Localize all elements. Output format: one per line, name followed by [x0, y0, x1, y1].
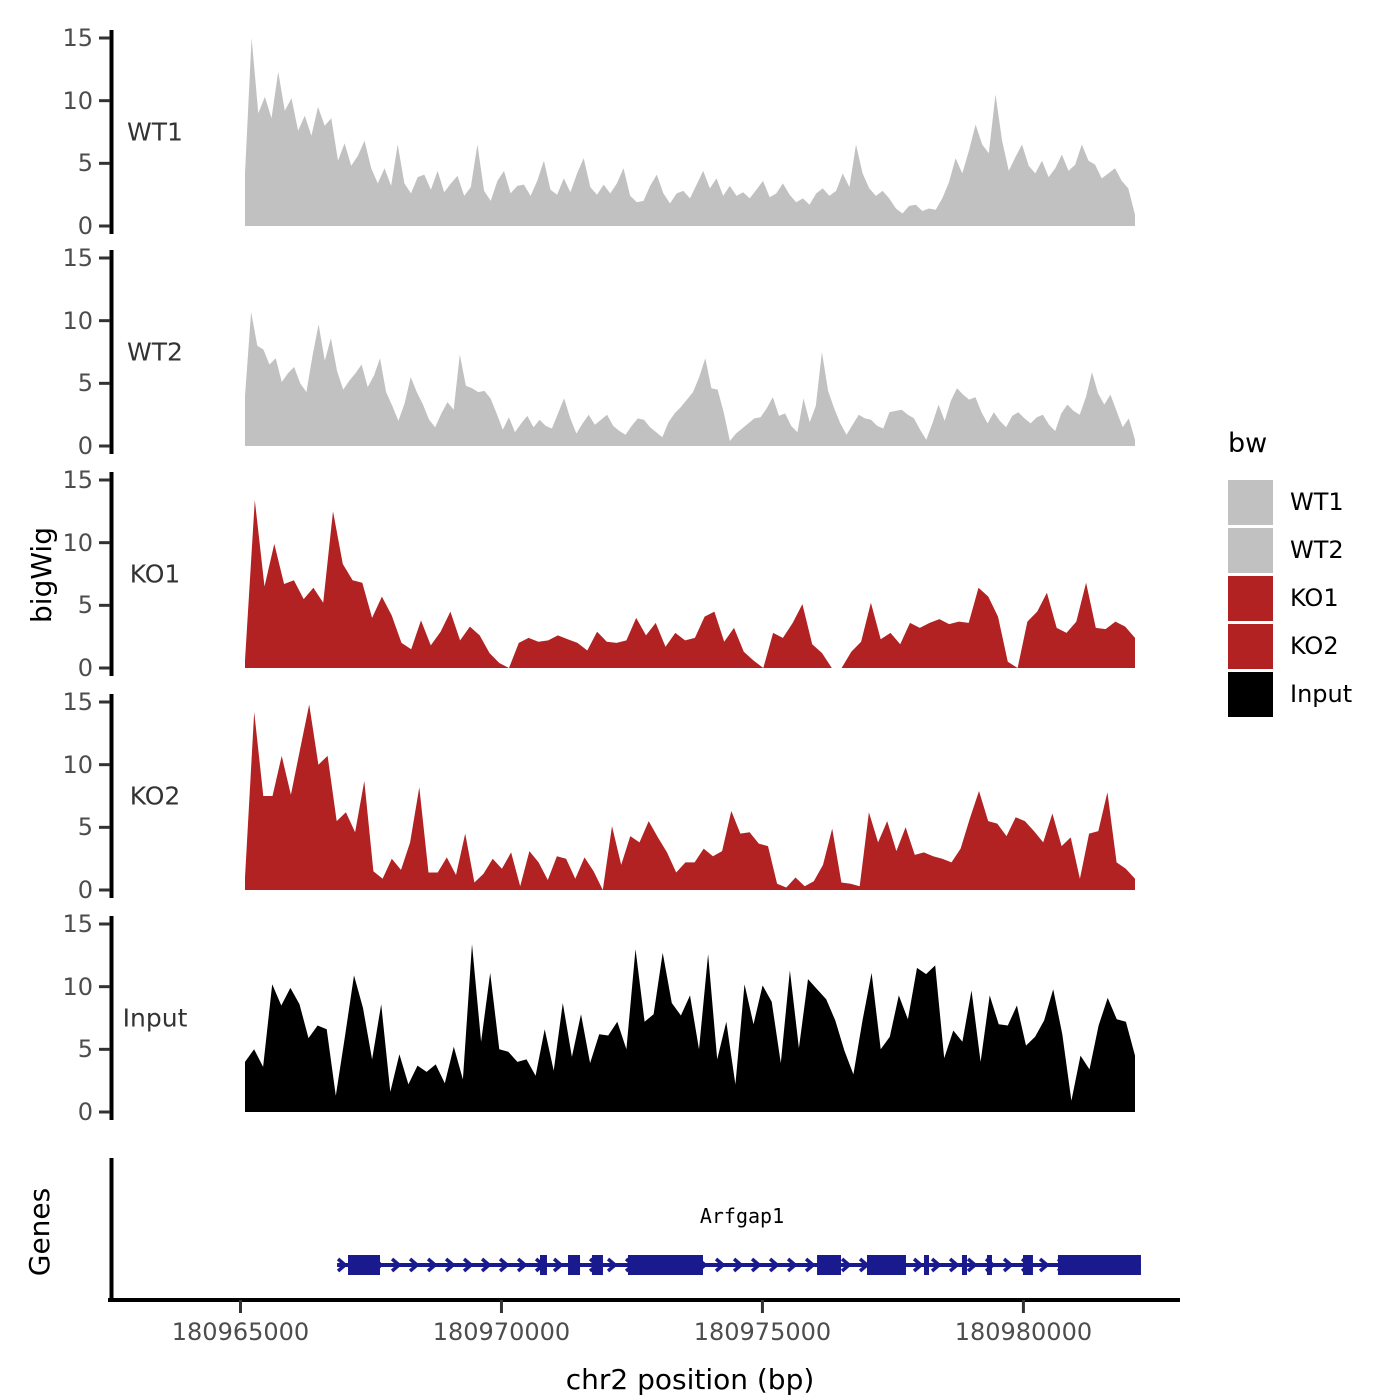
y-tick-label-KO2: 10: [62, 750, 93, 779]
strand-arrow-icon: [408, 1257, 420, 1273]
gene-exon: [591, 1255, 603, 1275]
legend-label-Input: Input: [1290, 680, 1353, 708]
strand-arrow-icon: [426, 1257, 438, 1273]
gene-exon: [961, 1255, 967, 1275]
strand-arrow-icon: [390, 1257, 402, 1273]
x-tick-label: 180965000: [171, 1318, 310, 1346]
y-tick-label-KO1: 0: [77, 654, 93, 682]
track-label-KO1: KO1: [129, 559, 181, 589]
legend-swatch-KO1: [1228, 576, 1273, 621]
track-label-Input: Input: [122, 1003, 188, 1033]
strand-arrow-icon: [462, 1257, 474, 1273]
gene-name-label: Arfgap1: [699, 1204, 785, 1228]
y-tick-label-WT1: 10: [62, 86, 93, 115]
strand-arrow-icon: [786, 1257, 798, 1273]
y-tick-label-WT2: 5: [77, 369, 93, 398]
y-tick-label-WT2: 10: [62, 306, 93, 335]
genes-panel-title: Genes: [23, 1187, 56, 1277]
y-tick-label-KO1: 5: [77, 591, 93, 620]
gene-exon: [817, 1255, 841, 1275]
gene-exon: [986, 1255, 992, 1275]
strand-arrow-icon: [552, 1257, 564, 1273]
y-tick-label-WT1: 15: [62, 24, 93, 52]
strand-arrow-icon: [912, 1257, 924, 1273]
strand-arrow-icon: [516, 1257, 528, 1273]
y-tick-label-WT1: 5: [77, 149, 93, 178]
area-Input: [245, 944, 1135, 1112]
strand-arrow-icon: [480, 1257, 492, 1273]
track-label-WT2: WT2: [127, 337, 183, 367]
y-tick-label-Input: 5: [77, 1035, 93, 1064]
y-tick-label-WT2: 0: [77, 432, 93, 460]
y-tick-label-Input: 15: [62, 910, 93, 938]
x-tick-label: 180970000: [432, 1318, 571, 1346]
strand-arrow-icon: [336, 1257, 348, 1273]
legend-swatch-WT2: [1228, 528, 1273, 573]
y-tick-label-WT2: 15: [62, 244, 93, 272]
strand-arrow-icon: [768, 1257, 780, 1273]
legend-label-KO1: KO1: [1290, 584, 1339, 612]
strand-arrow-icon: [1002, 1257, 1014, 1273]
area-KO1: [245, 500, 1135, 668]
y-tick-label-KO1: 10: [62, 528, 93, 557]
area-WT1: [245, 38, 1135, 226]
legend-swatch-Input: [1228, 672, 1273, 717]
gene-exon: [1022, 1255, 1033, 1275]
y-tick-label-WT1: 0: [77, 212, 93, 240]
x-tick-label: 180980000: [954, 1318, 1093, 1346]
y-tick-label-KO1: 15: [62, 466, 93, 494]
y-tick-label-KO2: 0: [77, 876, 93, 904]
strand-arrow-icon: [750, 1257, 762, 1273]
gene-exon: [627, 1255, 703, 1275]
legend-title: bw: [1228, 428, 1268, 459]
track-label-WT1: WT1: [127, 117, 183, 147]
area-WT2: [245, 311, 1135, 446]
legend-label-KO2: KO2: [1290, 632, 1339, 660]
strand-arrow-icon: [444, 1257, 456, 1273]
legend-label-WT1: WT1: [1290, 488, 1344, 516]
y-tick-label-KO2: 5: [77, 813, 93, 842]
y-tick-label-KO2: 15: [62, 688, 93, 716]
strand-arrow-icon: [714, 1257, 726, 1273]
y-tick-label-Input: 0: [77, 1098, 93, 1126]
x-axis-title: chr2 position (bp): [565, 1363, 815, 1396]
track-label-KO2: KO2: [129, 781, 181, 811]
strand-arrow-icon: [966, 1257, 978, 1273]
gene-exon: [539, 1255, 547, 1275]
area-KO2: [245, 704, 1135, 890]
gene-exon: [923, 1255, 929, 1275]
y-tick-label-Input: 10: [62, 972, 93, 1001]
strand-arrow-icon: [948, 1257, 960, 1273]
strand-arrow-icon: [1038, 1257, 1050, 1273]
legend-swatch-WT1: [1228, 480, 1273, 525]
strand-arrow-icon: [732, 1257, 744, 1273]
strand-arrow-icon: [498, 1257, 510, 1273]
strand-arrow-icon: [804, 1257, 816, 1273]
strand-arrow-icon: [930, 1257, 942, 1273]
x-tick-label: 180975000: [693, 1318, 832, 1346]
strand-arrow-icon: [606, 1257, 618, 1273]
gene-exon: [1057, 1255, 1141, 1275]
gene-exon: [568, 1255, 581, 1275]
strand-arrow-icon: [840, 1257, 852, 1273]
legend-label-WT2: WT2: [1290, 536, 1344, 564]
gene-exon: [866, 1255, 906, 1275]
legend-swatch-KO2: [1228, 624, 1273, 669]
gene-exon: [348, 1255, 381, 1275]
